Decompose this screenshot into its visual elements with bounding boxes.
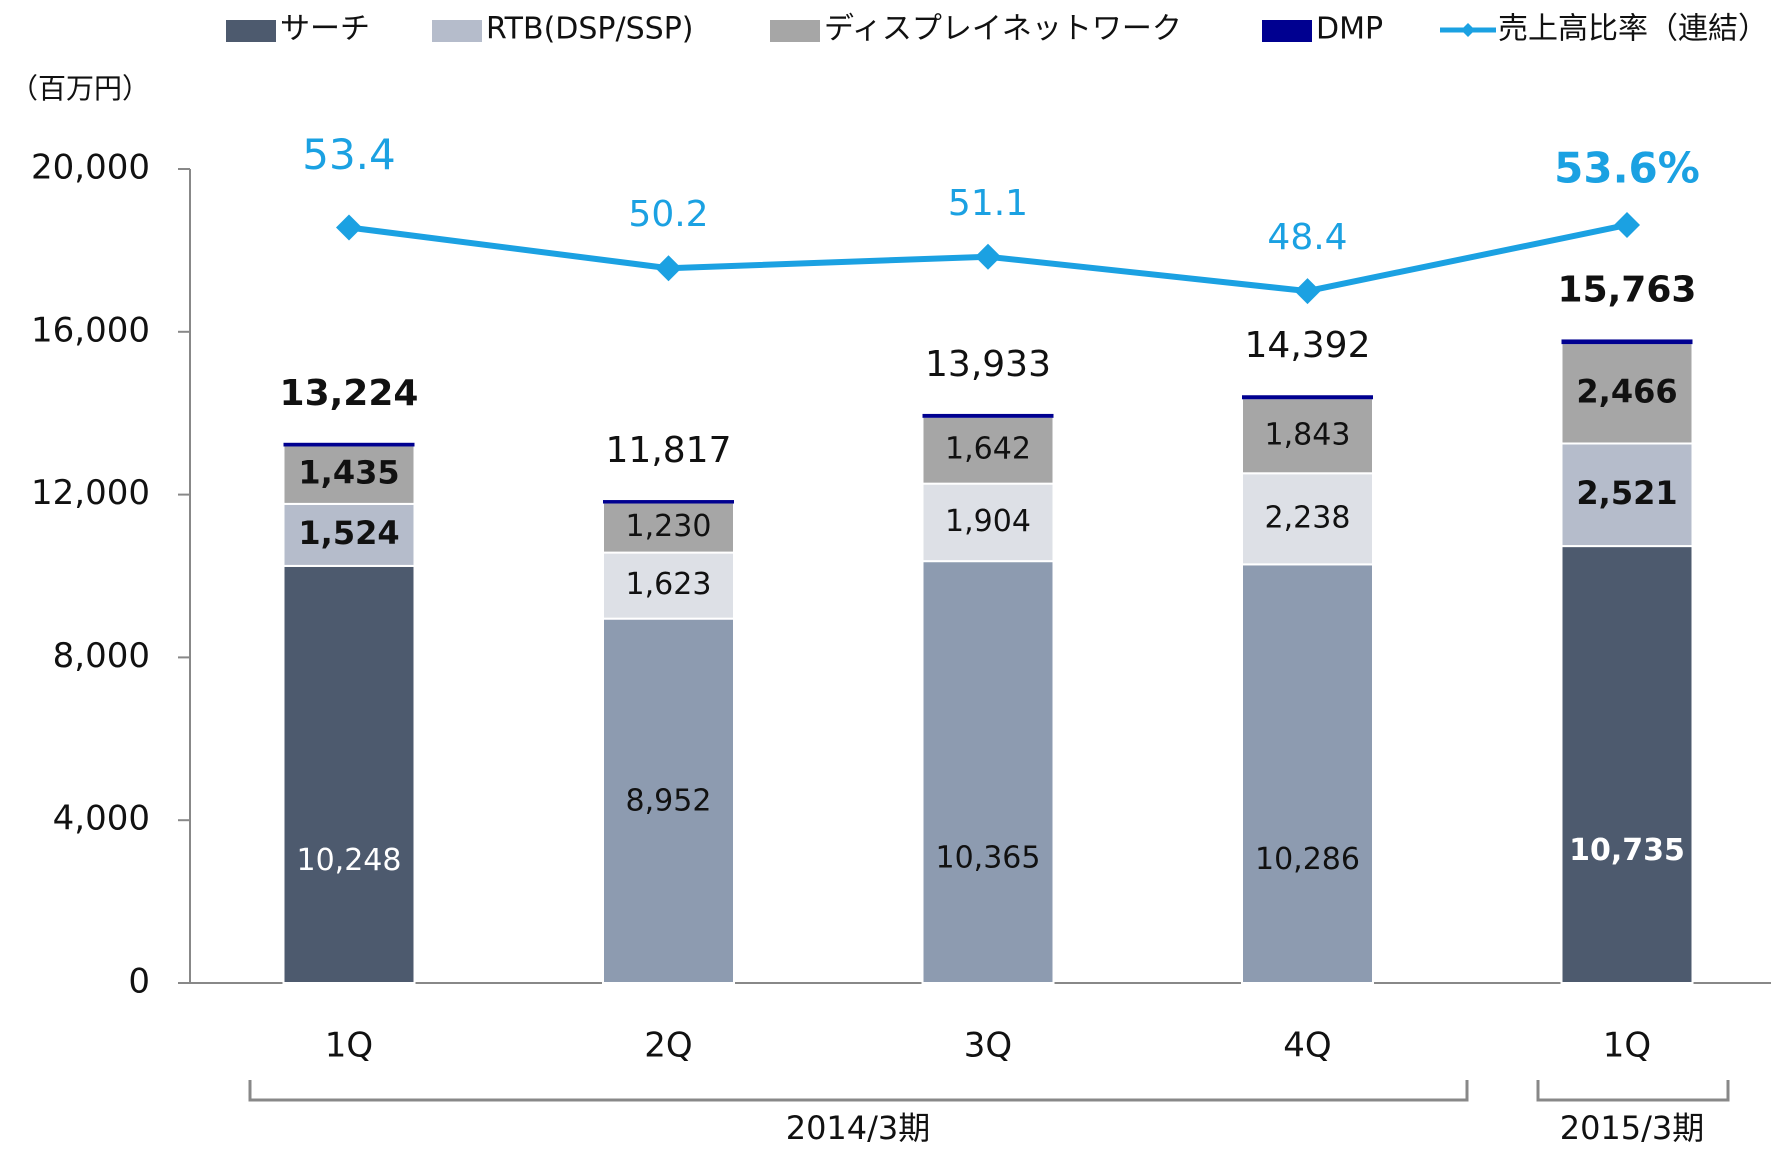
bar-segment [1561, 339, 1693, 345]
legend-label: 売上高比率（連結） [1498, 12, 1768, 47]
data-label: 1,623 [626, 567, 712, 602]
line-label: 53.6% [1554, 143, 1700, 192]
group-label: 2014/3期 [786, 1109, 931, 1147]
x-tick-label: 2Q [644, 1026, 692, 1066]
total-label: 15,763 [1558, 269, 1697, 310]
data-label: 8,952 [626, 784, 712, 819]
data-label: 10,248 [297, 843, 402, 878]
bar-segment [1560, 342, 1694, 445]
line-marker [655, 255, 682, 282]
legend-marker [1461, 23, 1475, 37]
legend-swatch [770, 20, 820, 42]
data-label: 2,466 [1576, 372, 1677, 410]
line-label: 51.1 [948, 183, 1028, 224]
y-unit-label: （百万円） [10, 72, 150, 105]
y-tick-label: 8,000 [53, 636, 150, 676]
line-marker [1294, 278, 1321, 305]
total-label: 13,933 [925, 344, 1051, 385]
bar-segment [282, 502, 416, 567]
bar-segment [1241, 563, 1374, 984]
x-tick-label: 4Q [1283, 1026, 1331, 1066]
y-tick-label: 0 [128, 962, 150, 1002]
bar-segment [282, 564, 416, 984]
bar-segment [602, 617, 735, 985]
data-label: 10,735 [1569, 833, 1685, 868]
bar-segment [1241, 397, 1374, 475]
legend-label: DMP [1316, 12, 1383, 47]
line-label: 48.4 [1267, 217, 1347, 258]
x-tick-label: 1Q [1603, 1026, 1651, 1066]
bar-segment [1241, 472, 1374, 566]
bar-segment [921, 560, 1055, 984]
group-label: 2015/3期 [1560, 1109, 1705, 1147]
data-label: 1,904 [945, 504, 1031, 539]
data-label: 1,524 [298, 514, 399, 552]
total-label: 14,392 [1245, 325, 1371, 366]
legend-swatch [432, 20, 482, 42]
bar-segment [283, 442, 415, 447]
data-label: 10,286 [1255, 842, 1360, 877]
bar-segment [1560, 545, 1694, 984]
bracket [1536, 1080, 1730, 1102]
legend-swatch [1262, 20, 1312, 42]
bar-segment [282, 444, 416, 505]
y-tick-label: 20,000 [31, 148, 150, 188]
line-marker [336, 214, 362, 241]
data-label: 10,365 [936, 841, 1041, 876]
bar-segment [1242, 395, 1373, 400]
bar-segment [922, 413, 1054, 418]
y-tick-label: 16,000 [31, 310, 150, 350]
line-label: 53.4 [302, 130, 396, 179]
line-label: 50.2 [628, 194, 708, 235]
legend-label: ディスプレイネットワーク [824, 12, 1182, 47]
legend-label: サーチ [280, 12, 370, 47]
data-label: 1,230 [626, 509, 712, 544]
data-label: 2,238 [1265, 500, 1351, 535]
line-marker [1614, 211, 1640, 238]
y-tick-label: 12,000 [31, 473, 150, 513]
data-label: 2,521 [1576, 474, 1677, 512]
line-marker [975, 243, 1001, 270]
bar-segment [1560, 442, 1694, 548]
y-tick-label: 4,000 [53, 799, 150, 839]
x-tick-label: 1Q [325, 1026, 373, 1066]
bar-segment [603, 500, 734, 504]
bar-segment [602, 501, 735, 554]
bracket [248, 1080, 1469, 1102]
data-label: 1,843 [1265, 417, 1351, 452]
data-label: 1,435 [298, 454, 399, 492]
total-label: 11,817 [606, 430, 732, 471]
data-label: 1,642 [945, 432, 1031, 467]
total-label: 13,224 [280, 373, 419, 414]
legend-label: RTB(DSP/SSP) [486, 12, 694, 47]
legend-swatch [226, 20, 276, 42]
x-tick-label: 3Q [964, 1026, 1012, 1066]
